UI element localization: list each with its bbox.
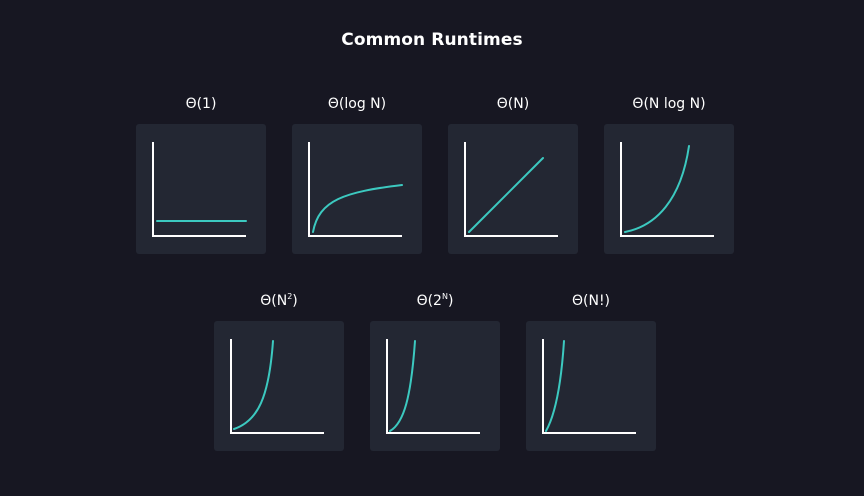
label-text: Θ(N)	[496, 96, 530, 112]
label-text: Θ(N!)	[571, 293, 611, 309]
label-tail: )	[292, 293, 298, 309]
runtime-label: Θ(N log N)	[604, 95, 734, 113]
runtime-label: Θ(N)	[448, 95, 578, 113]
label-text: Θ(1)	[185, 96, 217, 112]
runtime-graph-log	[308, 142, 403, 237]
graph-axes	[464, 142, 558, 237]
graph-tile	[370, 321, 500, 451]
graph-axes	[386, 339, 480, 434]
runtime-graph-linear	[464, 142, 558, 237]
linear-curve	[468, 157, 544, 233]
label-text: Θ(2	[416, 293, 442, 309]
label-superscript: N	[441, 292, 448, 301]
runtime-graph-factorial	[542, 339, 636, 434]
page-title: Common Runtimes	[341, 30, 523, 50]
runtime-graph-exponential	[386, 339, 480, 434]
label-text: Θ(N log N)	[632, 96, 706, 112]
exponential-curve	[389, 340, 416, 432]
runtime-label: Θ(1)	[136, 95, 266, 113]
graph-axes	[152, 142, 246, 237]
label-text: Θ(N	[260, 293, 288, 309]
quadratic-curve	[233, 340, 274, 430]
graph-axes	[542, 339, 636, 434]
runtime-label: Θ(2N)	[370, 292, 500, 310]
graph-tile	[214, 321, 344, 451]
runtime-label: Θ(N2)	[214, 292, 344, 310]
runtime-graph-constant	[152, 142, 247, 237]
label-superscript: 2	[287, 292, 293, 301]
graph-tile	[292, 124, 422, 254]
runtime-label: Θ(log N)	[292, 95, 422, 113]
label-tail: )	[447, 293, 454, 309]
label-text: Θ(log N)	[327, 96, 387, 112]
graph-tile	[136, 124, 266, 254]
runtime-graph-quadratic	[230, 339, 324, 434]
log-curve	[312, 184, 403, 233]
runtime-label: Θ(N!)	[526, 292, 656, 310]
graph-axes	[230, 339, 324, 434]
graph-tile	[604, 124, 734, 254]
graph-tile	[448, 124, 578, 254]
nlogn-curve	[624, 145, 690, 233]
runtime-graph-nlogn	[620, 142, 714, 237]
graph-axes	[308, 142, 402, 237]
graph-axes	[620, 142, 714, 237]
graph-tile	[526, 321, 656, 451]
factorial-curve	[545, 340, 565, 432]
